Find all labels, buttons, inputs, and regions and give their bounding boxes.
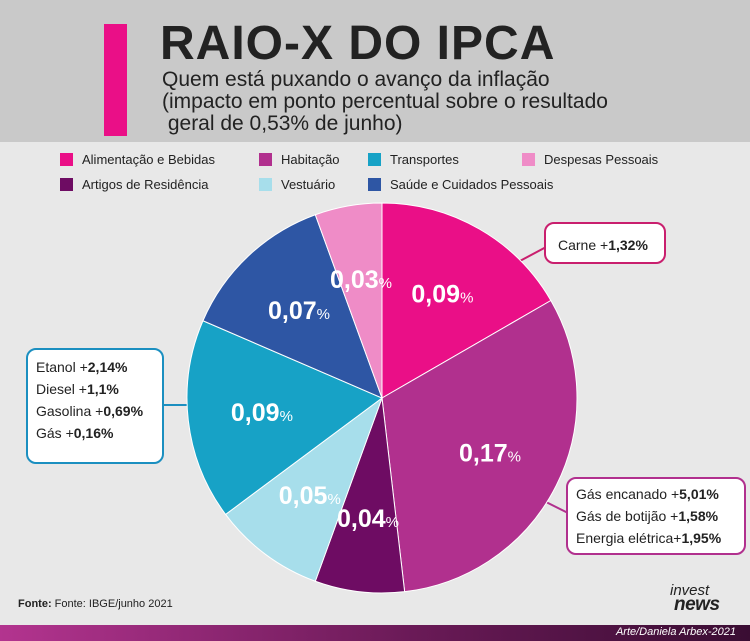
callout-value: 1,95%	[681, 530, 722, 546]
chart-title: RAIO-X DO IPCA	[160, 17, 556, 70]
pie-slice	[202, 214, 383, 399]
pie-slice	[381, 202, 552, 399]
pie-value-label: 0,09%	[411, 280, 473, 308]
legend-swatch	[259, 178, 272, 191]
subtitle-line-1: Quem está puxando o avanço da inflação	[162, 68, 550, 91]
pie-value-label: 0,17%	[459, 439, 521, 467]
callout-value: 1,1%	[86, 381, 119, 397]
callout-label: Gás +	[36, 425, 74, 441]
legend-label: Alimentação e Bebidas	[82, 152, 215, 167]
legend-swatch	[522, 153, 535, 166]
subtitle-line-3: geral de 0,53% de junho)	[162, 112, 403, 135]
callout-line: Gás de botijão +1,58%	[576, 505, 736, 527]
callout-line: Gasolina +0,69%	[36, 400, 154, 422]
callout-value: 1,58%	[678, 508, 719, 524]
pie-value-label: 0,03%	[330, 266, 392, 294]
legend-swatch	[259, 153, 272, 166]
callout-label: Gás de botijão +	[576, 508, 679, 524]
callout-label: Etanol +	[36, 359, 88, 375]
legend-swatch	[368, 153, 381, 166]
source-text: Fonte: IBGE/junho 2021	[51, 598, 173, 610]
pie-value-label: 0,04%	[337, 505, 399, 533]
legend-item-despesas: Despesas Pessoais	[522, 152, 658, 167]
callout-line: Energia elétrica+1,95%	[576, 527, 736, 549]
callout-line: Gás encanado +5,01%	[576, 483, 736, 505]
source-prefix: Fonte:	[18, 598, 52, 610]
source-note: Fonte: Fonte: IBGE/junho 2021	[18, 598, 173, 610]
pie-slice	[381, 299, 578, 593]
chart-subtitle: Quem está puxando o avanço da inflação (…	[162, 69, 608, 135]
investnews-logo: invest news	[668, 582, 744, 624]
legend-item-vestuario: Vestuário	[259, 177, 335, 192]
legend-item-saude: Saúde e Cuidados Pessoais	[368, 177, 553, 192]
pie-labels: 0,09% 0,17% 0,04%0,05% 0,09% 0,07%0,03%	[231, 266, 521, 533]
pie-value-label: 0,09%	[231, 399, 293, 427]
pie-slice	[224, 396, 384, 582]
legend-label: Despesas Pessoais	[544, 152, 659, 167]
pie-value-label: 0,07%	[268, 297, 330, 325]
logo-line-2: news	[674, 594, 720, 615]
legend-swatch	[60, 153, 73, 166]
legend-label: Saúde e Cuidados Pessoais	[390, 177, 554, 192]
callout-line: Carne +1,32%	[558, 234, 652, 256]
callout-line: Gás +0,16%	[36, 422, 154, 444]
legend-label: Transportes	[390, 152, 459, 167]
callout-label: Gás encanado +	[576, 486, 680, 502]
footer-band	[0, 625, 750, 641]
accent-bar	[104, 24, 127, 136]
logo-line-1: invest	[670, 582, 710, 599]
callout-value: 2,14%	[87, 359, 128, 375]
legend: Alimentação e Bebidas Habitação Transpor…	[0, 0, 750, 200]
callout-label: Energia elétrica+	[576, 530, 682, 546]
pie-value-label: 0,05%	[279, 482, 341, 510]
legend-item-artigos: Artigos de Residência	[60, 177, 208, 192]
callout-value: 1,32%	[608, 237, 648, 253]
callout-value: 0,69%	[103, 403, 144, 419]
callout-connectors	[162, 245, 569, 514]
connector-habitacao	[545, 501, 569, 514]
legend-label: Artigos de Residência	[82, 177, 209, 192]
callout-habitacao: Gás encanado +5,01% Gás de botijão +1,58…	[566, 477, 746, 555]
subtitle-line-2: (impacto em ponto percentual sobre o res…	[162, 90, 608, 113]
callout-line: Etanol +2,14%	[36, 356, 154, 378]
connector-carne	[517, 245, 549, 263]
callout-line: Diesel +1,1%	[36, 378, 154, 400]
legend-label: Habitação	[281, 152, 340, 167]
legend-item-transportes: Transportes	[368, 152, 459, 167]
callout-transportes: Etanol +2,14% Diesel +1,1% Gasolina +0,6…	[26, 348, 164, 464]
legend-label: Vestuário	[281, 177, 336, 192]
callout-value: 0,16%	[73, 425, 114, 441]
legend-swatch	[60, 178, 73, 191]
legend-item-habitacao: Habitação	[259, 152, 340, 167]
pie-slices	[186, 202, 578, 594]
callout-label: Diesel +	[36, 381, 87, 397]
credit: Arte/Daniela Arbex-2021	[615, 626, 736, 638]
legend-item-alimentacao: Alimentação e Bebidas	[60, 152, 215, 167]
pie-slice	[186, 320, 383, 516]
legend-swatch	[368, 178, 381, 191]
callout-value: 5,01%	[679, 486, 719, 502]
callout-label: Carne +	[558, 237, 609, 253]
pie-slice	[314, 202, 383, 399]
callout-label: Gasolina +	[36, 403, 104, 419]
callout-carne: Carne +1,32%	[544, 222, 666, 264]
